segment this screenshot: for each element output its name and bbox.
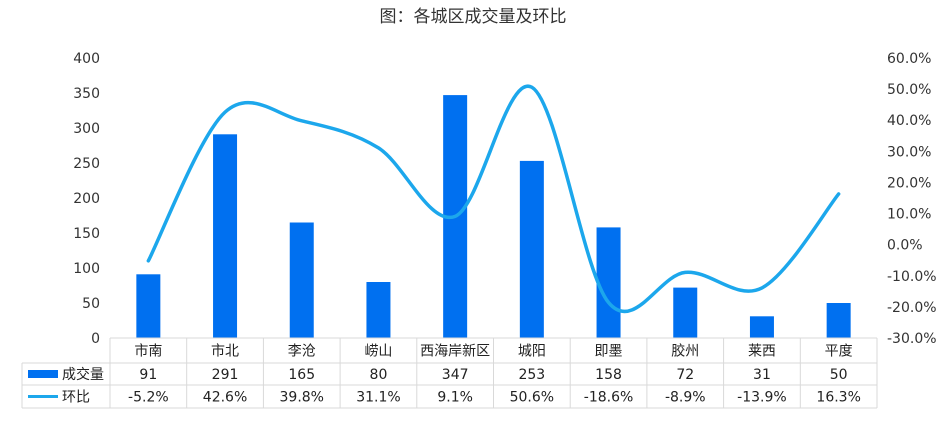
left-axis-tick: 150	[73, 226, 100, 242]
bar-value-cell: 91	[139, 367, 157, 383]
line-value-cell: 42.6%	[203, 390, 247, 406]
left-axis-tick: 400	[73, 51, 100, 67]
category-label: 西海岸新区	[420, 344, 490, 360]
right-axis-tick: 50.0%	[887, 82, 931, 98]
bar	[596, 227, 621, 338]
left-axis-tick: 300	[73, 121, 100, 137]
bar	[519, 160, 544, 338]
category-label: 崂山	[364, 344, 392, 360]
bar-value-cell: 80	[370, 367, 388, 383]
line-value-cell: -5.2%	[128, 390, 169, 406]
chart-title: 图：各城区成交量及环比	[380, 7, 567, 27]
category-label: 市南	[134, 343, 162, 360]
bar	[289, 222, 314, 338]
left-axis-tick: 0	[91, 331, 100, 347]
left-axis: 0 50 100 150 200 250 300 350 400	[73, 51, 100, 347]
bar	[136, 274, 161, 338]
bar-value-cell: 347	[442, 367, 469, 383]
bar-value-cell: 253	[518, 367, 545, 383]
line-value-cell: 9.1%	[437, 390, 473, 406]
category-label: 即墨	[595, 344, 623, 360]
bar-value-cell: 72	[676, 367, 694, 383]
right-axis-tick: 10.0%	[887, 207, 931, 223]
bar-value-cell: 291	[212, 367, 239, 383]
bar-value-cell: 50	[830, 367, 848, 383]
line-value-cell: -18.6%	[584, 390, 634, 406]
line-value-cell: 39.8%	[280, 390, 324, 406]
bar-series	[136, 95, 851, 338]
right-axis-tick: 20.0%	[887, 175, 931, 191]
right-axis-tick: 30.0%	[887, 144, 931, 160]
bar-value-cell: 158	[595, 367, 622, 383]
left-axis-tick: 50	[82, 296, 100, 312]
line-value-cell: 31.1%	[356, 390, 400, 406]
bar	[826, 303, 851, 338]
left-axis-tick: 200	[73, 191, 100, 207]
right-axis-tick: -10.0%	[887, 269, 937, 285]
left-axis-tick: 250	[73, 156, 100, 172]
category-label: 城阳	[518, 344, 546, 360]
category-label: 李沧	[288, 343, 316, 360]
category-label: 胶州	[671, 343, 699, 360]
category-label: 平度	[825, 344, 853, 360]
line-value-cell: 50.6%	[510, 390, 554, 406]
line-value-cell: -13.9%	[737, 390, 787, 406]
legend-line-label: 环比	[62, 390, 90, 406]
bar-value-cell: 165	[288, 367, 315, 383]
bar	[213, 134, 238, 338]
legend-bar-swatch	[28, 370, 58, 378]
left-axis-tick: 350	[73, 86, 100, 102]
bar	[673, 287, 698, 338]
category-label: 市北	[211, 343, 239, 360]
category-label: 莱西	[748, 344, 776, 360]
bar	[749, 316, 774, 338]
line-value-cell: 16.3%	[816, 390, 860, 406]
right-axis-tick: 0.0%	[887, 238, 923, 254]
right-axis-tick: 60.0%	[887, 51, 931, 67]
bar-value-cell: 31	[753, 367, 771, 383]
line-value-cell: -8.9%	[665, 390, 706, 406]
left-axis-tick: 100	[73, 261, 100, 277]
right-axis-tick: -30.0%	[887, 331, 937, 347]
right-axis: -30.0% -20.0% -10.0% 0.0% 10.0% 20.0% 30.0% 40.…	[887, 51, 937, 347]
right-axis-tick: 40.0%	[887, 113, 931, 129]
right-axis-tick: -20.0%	[887, 300, 937, 316]
bar	[366, 282, 391, 338]
legend-bar-label: 成交量	[62, 366, 104, 383]
ratio-line	[146, 84, 841, 313]
